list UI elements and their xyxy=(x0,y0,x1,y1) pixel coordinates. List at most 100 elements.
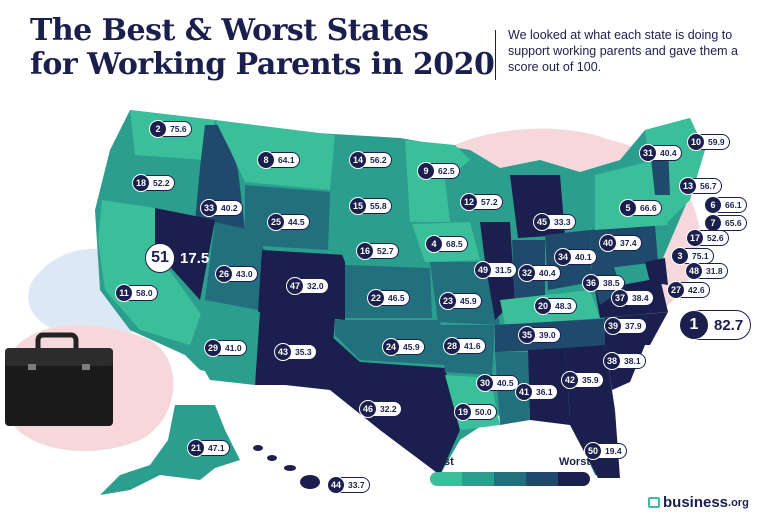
state-badge-rank-17: 17 52.6 xyxy=(686,229,729,247)
rank-circle: 40 xyxy=(599,234,617,252)
rank-circle: 48 xyxy=(685,262,703,280)
state-badge-rank-2: 2 75.6 xyxy=(149,120,192,138)
score-value: 33.3 xyxy=(554,217,571,227)
rank-circle: 28 xyxy=(443,337,461,355)
rank-circle: 41 xyxy=(515,383,533,401)
state-badge-rank-43: 43 35.3 xyxy=(274,343,317,361)
rank-circle: 25 xyxy=(267,213,285,231)
state-badge-rank-45: 45 33.3 xyxy=(533,213,576,231)
score-value: 52.2 xyxy=(153,178,170,188)
state-badge-rank-6: 6 66.1 xyxy=(704,196,747,214)
state-badge-rank-46: 46 32.2 xyxy=(359,400,402,418)
rank-circle: 23 xyxy=(439,292,457,310)
logo-name: business xyxy=(663,494,729,511)
score-value: 19.4 xyxy=(605,446,622,456)
state-badge-rank-32: 32 40.4 xyxy=(518,264,561,282)
rank-circle: 49 xyxy=(474,261,492,279)
score-value: 50.0 xyxy=(475,407,492,417)
state-badge-rank-25: 25 44.5 xyxy=(267,213,310,231)
state-badge-rank-47: 47 32.0 xyxy=(286,277,329,295)
title-line-1: The Best & Worst States xyxy=(30,13,429,48)
rank-circle: 3 xyxy=(671,247,689,265)
state-badge-rank-27: 27 42.6 xyxy=(667,281,710,299)
score-value: 45.9 xyxy=(403,342,420,352)
rank-circle: 30 xyxy=(476,374,494,392)
state-badge-rank-26: 26 43.0 xyxy=(215,265,258,283)
score-value: 64.1 xyxy=(278,155,295,165)
state-badge-rank-29: 29 41.0 xyxy=(204,339,247,357)
state-maryland xyxy=(645,258,668,285)
state-badge-rank-12: 12 57.2 xyxy=(460,193,503,211)
rank-circle: 24 xyxy=(382,338,400,356)
state-badge-rank-21: 21 47.1 xyxy=(187,439,230,457)
rank-circle: 14 xyxy=(349,151,367,169)
rank-circle: 39 xyxy=(604,317,622,335)
state-badge-rank-34: 34 40.1 xyxy=(554,248,597,266)
state-badge-rank-20: 20 48.3 xyxy=(534,297,577,315)
score-value: 75.1 xyxy=(692,251,709,261)
state-badge-rank-51: 51 17.5 xyxy=(145,243,216,273)
rank-circle: 19 xyxy=(454,403,472,421)
state-alaska xyxy=(100,405,240,495)
legend-swatch xyxy=(494,472,526,486)
state-badge-rank-37: 37 38.4 xyxy=(611,289,654,307)
business-org-logo: business .org xyxy=(648,494,749,511)
state-california xyxy=(98,200,205,345)
state-florida xyxy=(530,410,620,478)
state-minnesota xyxy=(405,140,470,222)
rank-circle: 34 xyxy=(554,248,572,266)
state-badge-rank-35: 35 39.0 xyxy=(518,326,561,344)
score-value: 31.8 xyxy=(706,266,723,276)
rank-circle: 22 xyxy=(367,289,385,307)
rank-circle: 6 xyxy=(704,196,722,214)
state-hawaii xyxy=(253,445,320,489)
briefcase-icon xyxy=(648,497,660,508)
rank-circle: 46 xyxy=(359,400,377,418)
page-title: The Best & Worst States for Working Pare… xyxy=(30,14,500,82)
state-badge-rank-22: 22 46.5 xyxy=(367,289,410,307)
state-badge-rank-24: 24 45.9 xyxy=(382,338,425,356)
score-value: 37.9 xyxy=(625,321,642,331)
rank-circle: 38 xyxy=(603,352,621,370)
state-badge-rank-18: 18 52.2 xyxy=(132,174,175,192)
state-badge-rank-50: 50 19.4 xyxy=(584,442,627,460)
state-badge-rank-42: 42 35.9 xyxy=(561,371,604,389)
subtitle: We looked at what each state is doing to… xyxy=(508,28,738,74)
rank-circle: 32 xyxy=(518,264,536,282)
rank-circle: 44 xyxy=(327,476,345,494)
score-value: 40.4 xyxy=(539,268,556,278)
score-value: 44.5 xyxy=(288,217,305,227)
rank-circle: 45 xyxy=(533,213,551,231)
state-badge-rank-19: 19 50.0 xyxy=(454,403,497,421)
score-value: 65.6 xyxy=(725,218,742,228)
state-badge-rank-15: 15 55.8 xyxy=(349,197,392,215)
score-value: 38.1 xyxy=(624,356,641,366)
rank-circle: 5 xyxy=(619,199,637,217)
state-badge-rank-36: 36 38.5 xyxy=(582,274,625,292)
color-legend: Best Worst xyxy=(430,456,590,486)
score-value: 41.0 xyxy=(225,343,242,353)
score-value: 40.4 xyxy=(660,148,677,158)
score-value: 47.1 xyxy=(208,443,225,453)
score-value: 82.7 xyxy=(714,316,744,334)
state-badge-rank-1: 1 82.7 xyxy=(679,310,752,340)
score-value: 39.0 xyxy=(539,330,556,340)
title-line-2: for Working Parents in 2020 xyxy=(30,47,495,82)
state-badge-rank-48: 48 31.8 xyxy=(685,262,728,280)
score-value: 62.5 xyxy=(438,166,455,176)
score-value: 46.5 xyxy=(388,293,405,303)
score-value: 75.6 xyxy=(170,124,187,134)
logo-tld: .org xyxy=(728,496,749,509)
score-value: 42.6 xyxy=(688,285,705,295)
rank-circle: 27 xyxy=(667,281,685,299)
rank-circle: 47 xyxy=(286,277,304,295)
rank-circle: 20 xyxy=(534,297,552,315)
score-value: 32.2 xyxy=(380,404,397,414)
rank-circle: 8 xyxy=(257,151,275,169)
score-value: 56.7 xyxy=(700,181,717,191)
rank-circle: 29 xyxy=(204,339,222,357)
state-badge-rank-31: 31 40.4 xyxy=(639,144,682,162)
rank-circle: 35 xyxy=(518,326,536,344)
score-value: 55.8 xyxy=(370,201,387,211)
rank-circle: 43 xyxy=(274,343,292,361)
